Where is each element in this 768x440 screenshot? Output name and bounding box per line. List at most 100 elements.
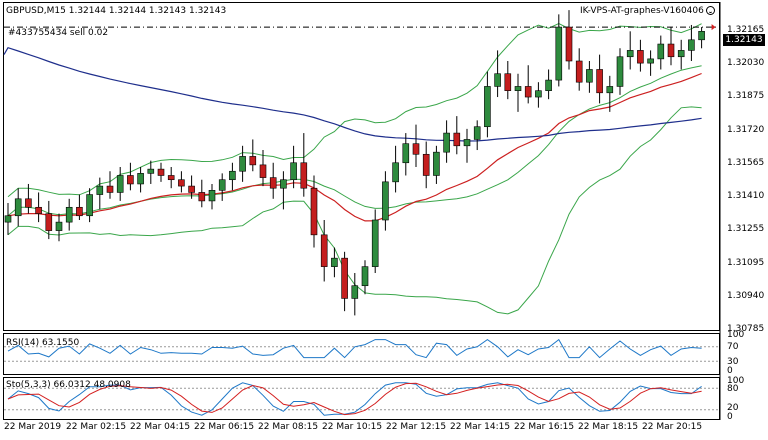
candle-body (565, 26, 573, 62)
candle-body (484, 86, 491, 128)
candle-body (208, 190, 216, 202)
candle-body (239, 156, 246, 172)
candle-body (453, 132, 461, 147)
candle-body (137, 173, 144, 185)
candle-body (55, 221, 63, 231)
candle-body (463, 139, 471, 147)
price-tick: 1.30940 (727, 291, 765, 301)
moving-average-fast (7, 72, 702, 222)
stoch-tick: 80 (727, 384, 739, 394)
candle-body (586, 69, 593, 83)
time-label: 22 Mar 02:15 (66, 422, 127, 432)
order-arrow-icon (711, 24, 716, 31)
candle-body (14, 198, 22, 217)
candle-body (575, 60, 583, 83)
candle-body (218, 179, 226, 191)
current-price-label: 1.32143 (723, 34, 765, 46)
time-label: 22 Mar 18:15 (578, 422, 639, 432)
candle-body (147, 168, 155, 174)
candle-body (127, 175, 134, 185)
stochastic-pane[interactable] (3, 377, 720, 420)
candle-body (65, 206, 73, 223)
stochastic-label: Sto(5,3,3) 66.0312 48.0908 (6, 380, 131, 390)
candle-body (116, 175, 124, 193)
candle-body (677, 50, 685, 58)
price-tick: 1.31410 (727, 191, 765, 201)
stoch-tick: 100 (727, 376, 745, 386)
rsi-tick: 0 (727, 366, 733, 376)
candle-body (259, 164, 267, 178)
candle-body (106, 185, 114, 193)
price-tick: 1.32030 (727, 58, 765, 68)
stoch-tick: 20 (727, 403, 739, 413)
candle-body (351, 285, 359, 299)
candle-body (596, 69, 603, 94)
candle-body (443, 132, 450, 153)
candle-body (688, 39, 695, 51)
candle-body (178, 179, 185, 187)
candle-body (626, 50, 634, 58)
bollinger-middle-band (7, 65, 702, 217)
candle-body (157, 168, 165, 176)
moving-average-slow (3, 46, 702, 142)
candle-body (290, 162, 297, 181)
rsi-tick: 30 (727, 357, 739, 367)
rsi-line (7, 338, 702, 359)
rsi-tick: 70 (727, 342, 739, 352)
time-label: 22 Mar 08:15 (258, 422, 319, 432)
bollinger-upper-band (7, 23, 702, 198)
time-label: 22 Mar 10:15 (322, 422, 383, 432)
candle-body (698, 31, 705, 41)
candle-body (402, 143, 410, 164)
candle-body (494, 73, 501, 87)
symbol-info: GBPUSD,M15 1.32144 1.32144 1.32143 1.321… (6, 6, 227, 16)
candle-body (45, 213, 53, 231)
candle-body (382, 181, 389, 221)
price-tick: 1.31875 (727, 91, 765, 101)
candle-body (392, 162, 399, 183)
time-label: 22 Mar 04:15 (130, 422, 191, 432)
candle-body (667, 43, 675, 58)
time-label: 22 Mar 14:15 (450, 422, 511, 432)
candle-body (555, 26, 563, 81)
candle-body (198, 192, 206, 202)
stoch-tick: 0 (727, 412, 733, 422)
candle-body (280, 179, 287, 189)
expert-advisor-label: IK-VPS-AT-graphes-V160406 (580, 6, 715, 17)
time-label: 22 Mar 12:15 (386, 422, 447, 432)
stochastic-signal-line (7, 382, 702, 416)
candle-body (657, 43, 665, 60)
candle-body (188, 185, 195, 193)
candle-body (371, 219, 379, 267)
price-tick: 1.31565 (727, 158, 765, 168)
candle-body (86, 194, 93, 217)
candle-body (473, 126, 481, 140)
order-label: #433755434 sell 0.02 (8, 28, 109, 38)
price-tick: 1.31255 (727, 224, 765, 234)
candle-body (606, 86, 614, 94)
time-label: 22 Mar 06:15 (194, 422, 255, 432)
price-tick: 1.31095 (727, 258, 765, 268)
rsi-pane[interactable] (3, 333, 720, 375)
candle-body (514, 86, 522, 91)
time-label: 22 Mar 2019 (4, 422, 62, 432)
price-tick: 1.32165 (727, 25, 765, 35)
candle-body (422, 153, 430, 176)
candle-body (76, 206, 83, 217)
candle-body (249, 156, 257, 166)
time-label: 22 Mar 20:15 (642, 422, 703, 432)
candle-body (35, 206, 42, 214)
candle-body (535, 90, 542, 98)
expert-name: IK-VPS-AT-graphes-V160406 (580, 6, 704, 16)
candle-body (524, 86, 532, 98)
candle-body (545, 79, 552, 91)
price-tick: 1.31720 (727, 125, 765, 135)
price-tick: 1.30785 (727, 324, 765, 334)
rsi-tick: 100 (727, 330, 745, 340)
smiley-icon (705, 6, 715, 15)
candle-body (269, 177, 277, 189)
candle-body (229, 170, 236, 181)
candle-body (310, 187, 318, 236)
rsi-label: RSI(14) 63.1550 (6, 338, 80, 348)
